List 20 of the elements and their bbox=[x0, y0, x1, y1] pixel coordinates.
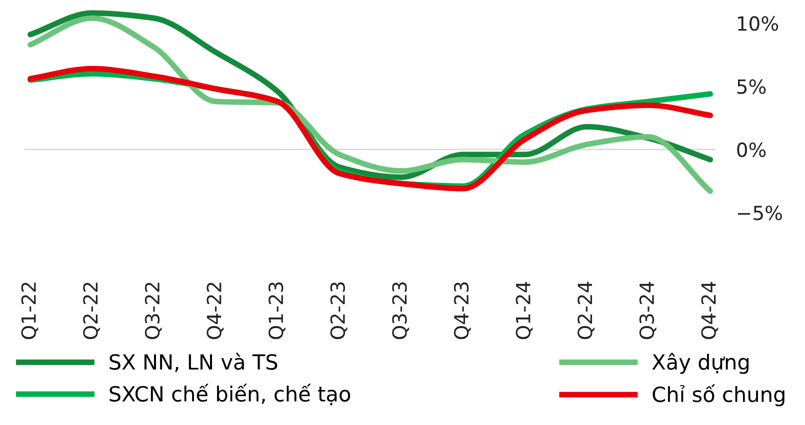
x-tick-label: Q4-24 bbox=[701, 282, 718, 340]
x-tick-label: Q1-23 bbox=[268, 282, 286, 340]
x-tick-label: Q3-24 bbox=[639, 282, 656, 340]
y-tick-label: 10% bbox=[738, 16, 778, 31]
x-tick-label: Q1-22 bbox=[21, 282, 38, 340]
x-tick-label: Q3-23 bbox=[392, 282, 410, 340]
legend-label: Chỉ số chung bbox=[652, 384, 784, 406]
x-tick-label: Q1-24 bbox=[516, 282, 533, 340]
legend-label: SXCN chế biến, chế tạo bbox=[110, 384, 350, 406]
y-tick-label: −5% bbox=[738, 206, 782, 220]
x-tick-label: Q4-22 bbox=[206, 282, 224, 340]
legend-label: SX NN, LN và TS bbox=[110, 352, 278, 372]
x-tick-label: Q3-22 bbox=[144, 282, 162, 340]
x-tick-label: Q2-24 bbox=[578, 282, 595, 340]
y-tick-label: 0% bbox=[737, 142, 766, 158]
x-tick-label: Q2-23 bbox=[330, 282, 348, 340]
y-tick-label: 5% bbox=[737, 79, 766, 94]
x-tick-label: Q4-23 bbox=[454, 282, 471, 340]
x-tick-label: Q2-22 bbox=[83, 282, 100, 340]
legend-label: Xây dựng bbox=[652, 352, 749, 374]
